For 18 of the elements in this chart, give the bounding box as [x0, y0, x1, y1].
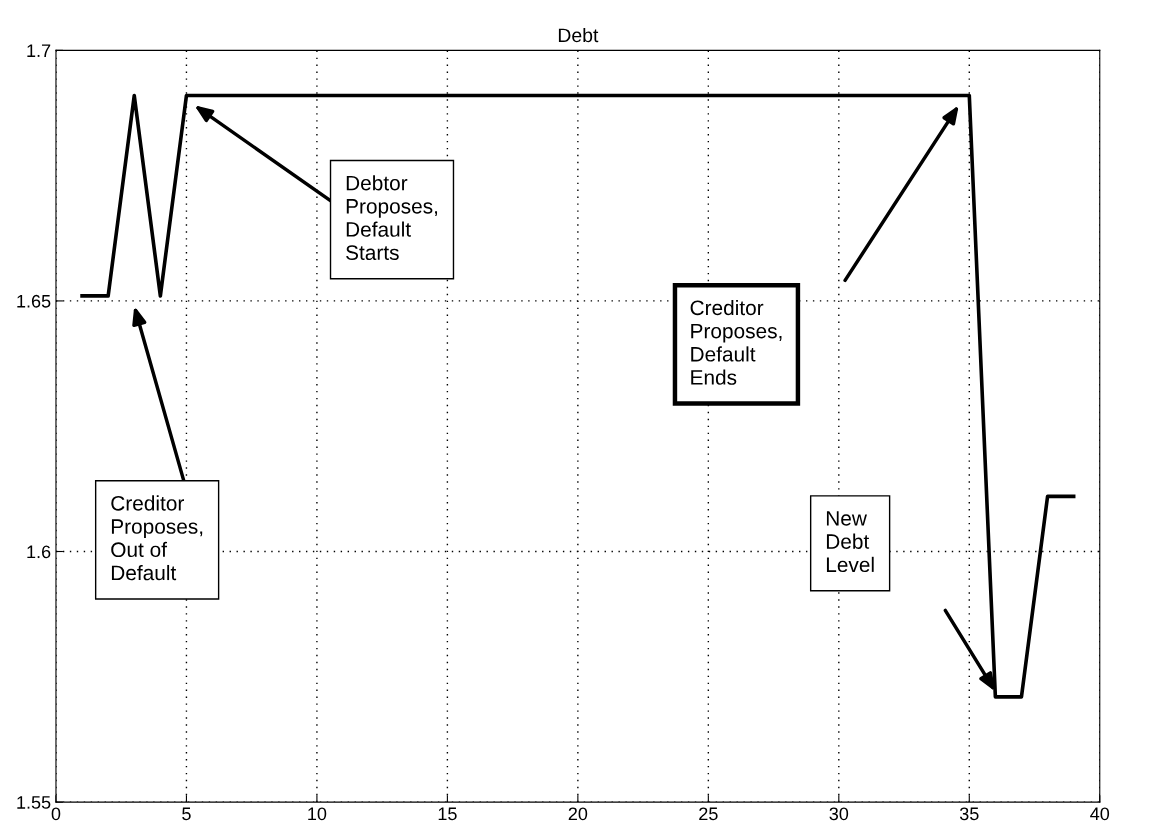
annotation: Creditor Proposes, Default Ends [690, 299, 782, 385]
x-tick-label: 35 [959, 807, 979, 821]
x-tick-label: 30 [829, 807, 849, 821]
x-tick-label: 10 [308, 807, 327, 821]
x-tick-label: 40 [1090, 807, 1110, 821]
y-tick-label: 1.65 [17, 294, 51, 308]
x-tick-label: 0 [51, 807, 61, 821]
y-tick-label: 1.7 [27, 44, 51, 57]
x-tick-label: 20 [568, 807, 588, 821]
y-tick-label: 1.55 [17, 796, 51, 809]
x-tick-label: 15 [438, 807, 457, 821]
y-tick-label: 1.6 [27, 545, 51, 559]
chart-title: Debt [558, 27, 599, 43]
x-tick-label: 25 [699, 807, 718, 821]
annotation: Debtor Proposes, Default Starts [346, 175, 438, 261]
annotation: Creditor Proposes, Out of Default [111, 495, 203, 581]
x-tick-label: 5 [182, 807, 191, 821]
annotation: New Debt Level [826, 511, 874, 573]
